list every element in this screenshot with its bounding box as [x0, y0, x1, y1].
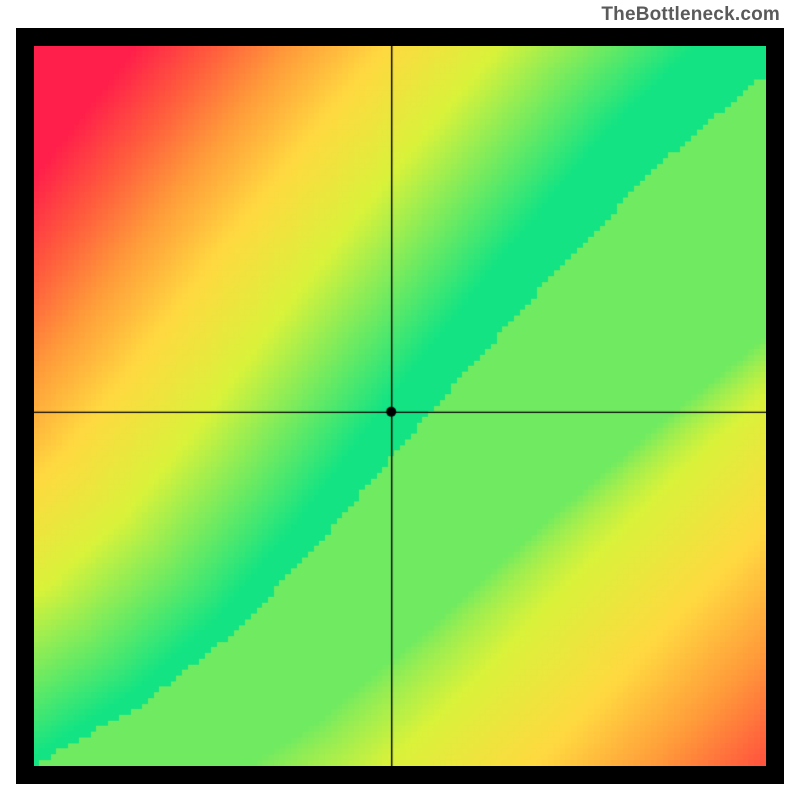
plot-area — [34, 46, 766, 766]
bottleneck-heatmap — [34, 46, 766, 766]
root-container: TheBottleneck.com — [0, 0, 800, 800]
plot-frame — [16, 28, 784, 784]
attribution-text: TheBottleneck.com — [0, 0, 800, 28]
